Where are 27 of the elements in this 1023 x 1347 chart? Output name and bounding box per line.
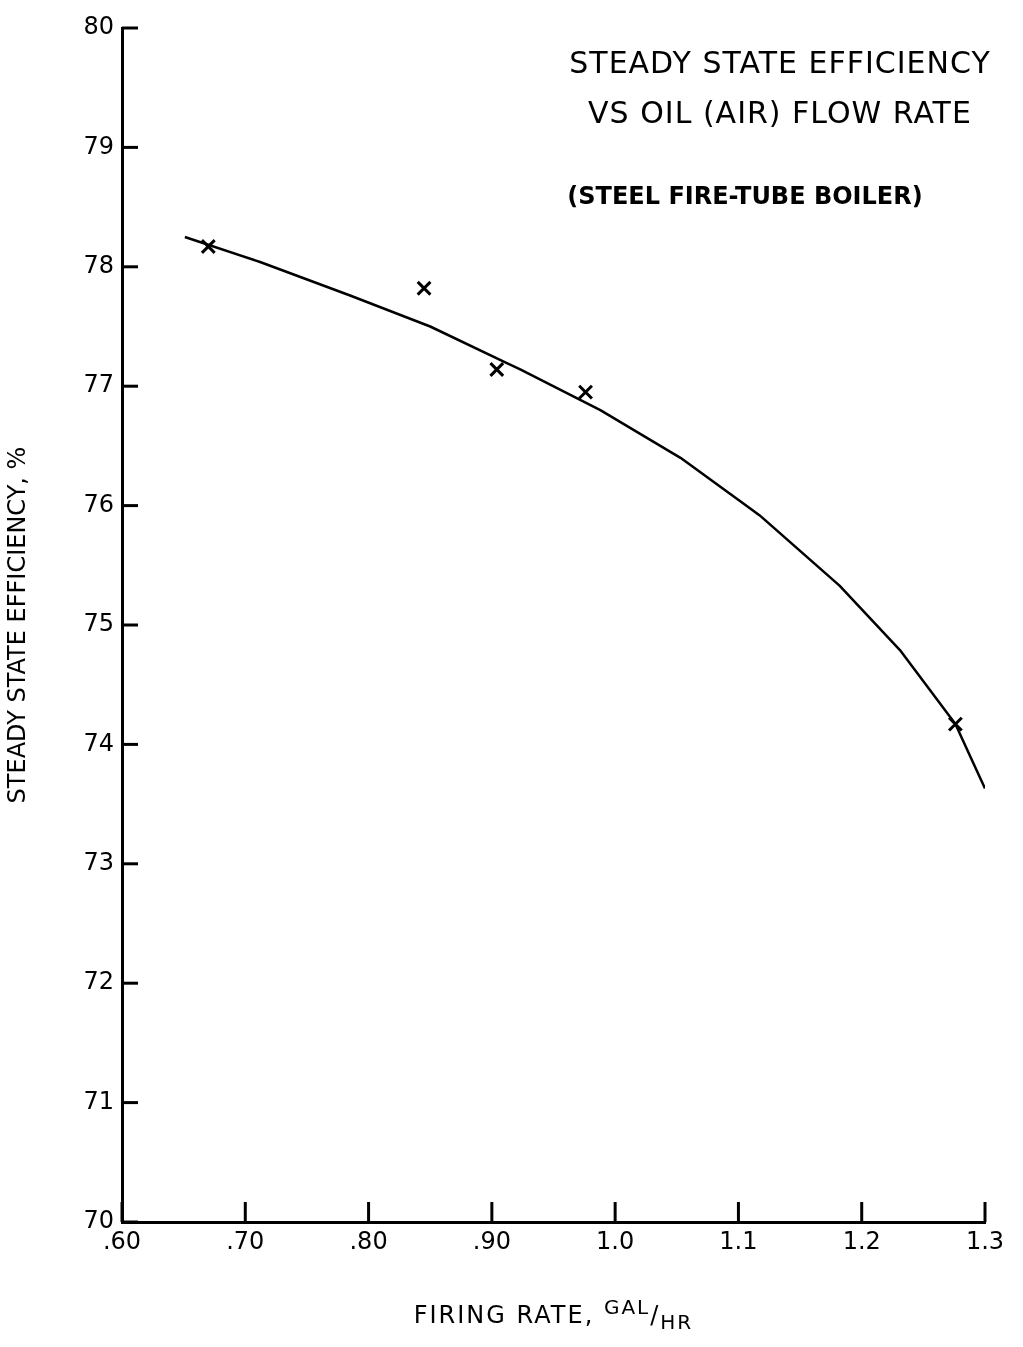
text: STEADY STATE EFFICIENCY VS OIL (AIR) FLOW RATE [568,44,992,132]
y-tick-label: 74 [83,728,114,757]
x-tick-label: .90 [472,1226,511,1255]
y-tick-label: 71 [83,1086,114,1115]
x-tick-label: .70 [226,1226,265,1255]
x-tick-label: .80 [349,1226,388,1255]
y-tick-label: 78 [83,251,114,280]
point [488,361,505,378]
point [200,238,217,255]
y-axis-title: STEADY STATE EFFICIENCY, % [2,446,31,804]
point [947,716,964,732]
y-tick-label: 73 [83,848,114,877]
y-tick-label: 72 [83,967,114,996]
x-tick-label: 1.3 [965,1226,1005,1255]
text: (STEEL FIRE-TUBE BOILER) [566,182,924,210]
x-tick-label: 1.0 [596,1226,635,1255]
y-tick-label: 80 [83,12,114,41]
y-tick-label: 75 [83,609,114,638]
y-tick-label: 77 [83,370,114,399]
x-tick-label: 1.1 [719,1226,758,1255]
point [416,280,432,297]
y-tick-label: 70 [83,1206,114,1235]
x-axis-title: FIRING RATE, $^{GAL}$/$_{HR}$ [412,1295,695,1334]
x-tick-label: 1.2 [842,1226,881,1255]
y-tick-label: 79 [83,131,114,160]
point [577,384,594,401]
y-tick-label: 76 [83,489,114,518]
